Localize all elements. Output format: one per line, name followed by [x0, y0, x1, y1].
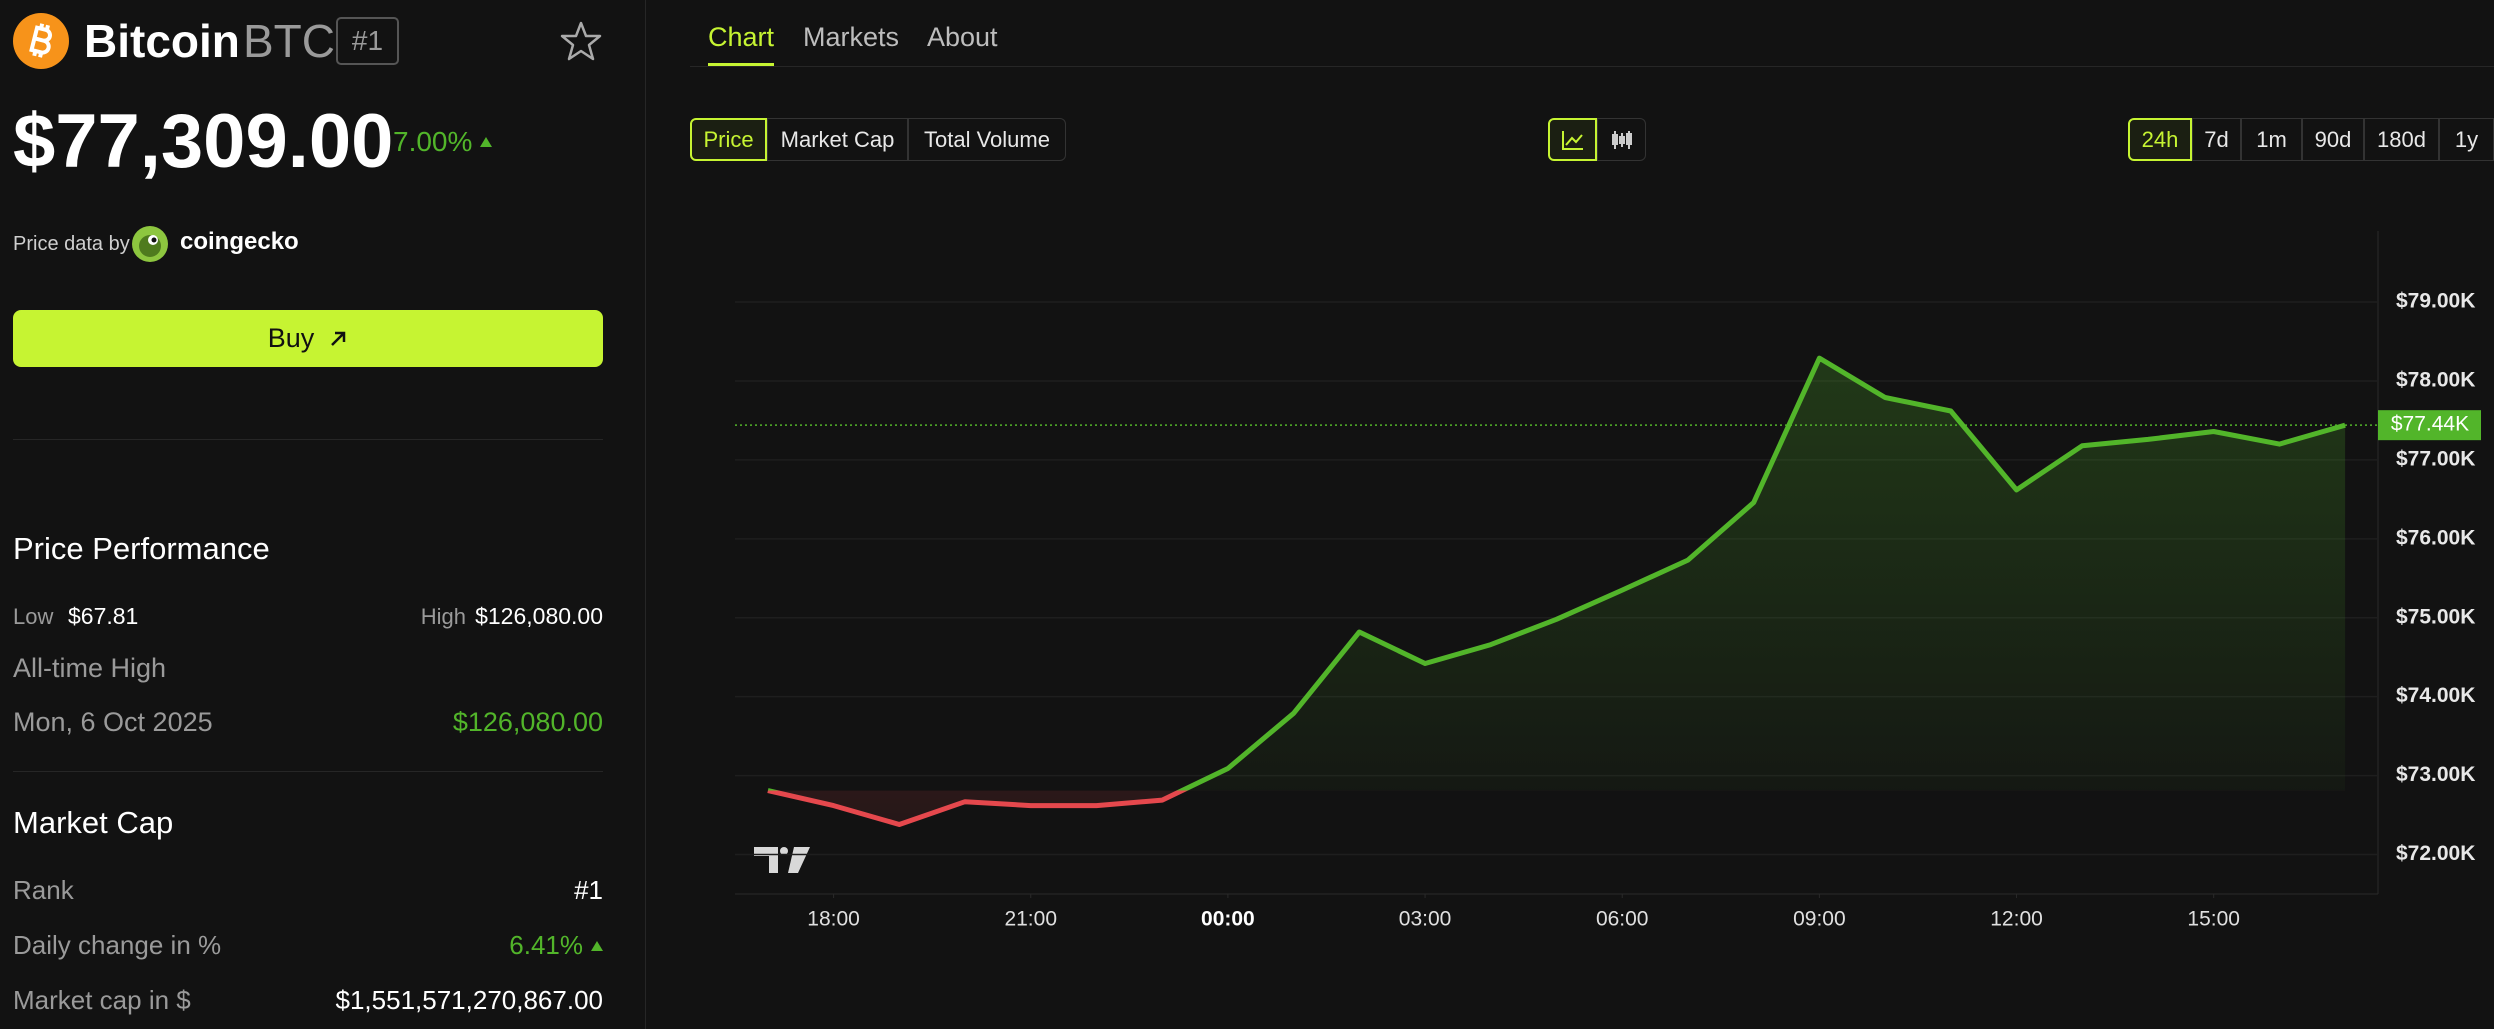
up-arrow — [480, 137, 493, 147]
metric-button[interactable]: Market Cap — [767, 118, 908, 161]
row-label: Market cap in $ — [13, 985, 191, 1015]
range-button[interactable]: 1y — [2439, 118, 2494, 161]
ath-label: All-time High — [13, 653, 167, 683]
row-value: #1 — [574, 875, 603, 906]
low-value: $67.81 — [68, 603, 139, 629]
divider — [13, 771, 603, 772]
row-label: Daily change in % — [13, 930, 222, 960]
range-button[interactable]: 24h — [2128, 118, 2192, 161]
section-title: Market Cap — [13, 805, 174, 840]
tab[interactable]: Chart — [708, 22, 775, 66]
bitcoin-logo — [13, 13, 69, 69]
y-tick-label: $72.00K — [2396, 842, 2475, 865]
row-label: Rank — [13, 875, 74, 905]
y-tick-label: $75.00K — [2396, 605, 2475, 628]
last-price-label: $77.44K — [2391, 413, 2469, 436]
price-line — [767, 355, 2346, 827]
buy-button[interactable]: Buy — [13, 310, 603, 367]
x-tick-label: 06:00 — [1596, 908, 1649, 931]
y-tick-label: $73.00K — [2396, 763, 2475, 786]
x-tick-label: 15:00 — [2187, 908, 2240, 931]
metric-button[interactable]: Total Volume — [908, 118, 1066, 161]
ath-date: Mon, 6 Oct 2025 — [13, 707, 213, 737]
high-value: $126,080.00 — [475, 603, 603, 629]
ath-value: $126,080.00 — [452, 707, 603, 737]
coin-name: Bitcoin — [84, 15, 240, 67]
buy-label: Buy — [267, 323, 315, 353]
arrow-shape — [591, 940, 603, 951]
x-tick-label: 00:00 — [1201, 908, 1255, 931]
candle-chart-button[interactable] — [1597, 118, 1646, 161]
row-value-text: #1 — [574, 875, 603, 905]
x-tick-label: 09:00 — [1793, 908, 1846, 931]
x-tick-label: 21:00 — [1004, 908, 1057, 931]
coin-symbol: BTC — [243, 15, 335, 67]
x-tick-label: 03:00 — [1399, 908, 1452, 931]
last-price-badge — [2378, 410, 2481, 441]
arrow-icon — [331, 331, 346, 346]
range-button[interactable]: 90d — [2302, 118, 2364, 161]
row-value: 6.41% — [509, 930, 603, 961]
row-value-text: $1,551,571,270,867.00 — [335, 985, 603, 1015]
y-tick-label: $76.00K — [2396, 526, 2475, 549]
tradingview-logo — [754, 847, 810, 873]
range-button[interactable]: 180d — [2364, 118, 2439, 161]
coingecko-logo — [132, 226, 168, 262]
row-value: $1,551,571,270,867.00 — [336, 985, 603, 1016]
up-arrow — [591, 940, 603, 951]
tab[interactable]: Markets — [803, 22, 900, 52]
y-tick-label: $74.00K — [2396, 684, 2475, 707]
tab-border — [690, 66, 2494, 67]
range-button[interactable]: 7d — [2192, 118, 2241, 161]
tab[interactable]: About — [927, 22, 998, 52]
source-provider: coingecko — [180, 228, 299, 255]
source-label: Price data by — [13, 233, 130, 255]
area-fill — [767, 358, 2346, 825]
section-title: Price Performance — [13, 531, 270, 566]
row-value-text: 6.41% — [509, 930, 583, 960]
candle-icon — [1611, 130, 1632, 149]
panel-divider — [645, 0, 646, 1029]
rank-badge: #1 — [336, 17, 399, 65]
y-tick-label: $78.00K — [2396, 369, 2475, 392]
x-tick-label: 18:00 — [807, 908, 860, 931]
divider — [13, 439, 603, 440]
low-label: Low — [13, 604, 54, 629]
line-chart-button[interactable] — [1548, 118, 1597, 161]
x-tick-label: 12:00 — [1990, 908, 2043, 931]
price-change: 7.00% — [393, 126, 493, 158]
high-label: High — [420, 604, 466, 629]
current-price: $77,309.00 — [13, 99, 394, 184]
line-icon — [1561, 130, 1583, 150]
y-tick-label: $77.00K — [2396, 447, 2475, 470]
y-tick-label: $79.00K — [2396, 290, 2475, 313]
favorite-star[interactable] — [560, 20, 602, 62]
price-change-value: 7.00% — [393, 126, 473, 157]
metric-button[interactable]: Price — [690, 118, 767, 161]
range-button[interactable]: 1m — [2241, 118, 2302, 161]
